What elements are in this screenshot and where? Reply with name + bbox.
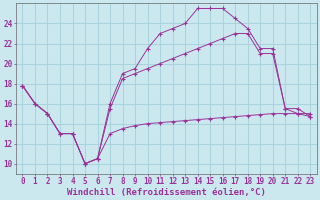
X-axis label: Windchill (Refroidissement éolien,°C): Windchill (Refroidissement éolien,°C) — [67, 188, 266, 197]
